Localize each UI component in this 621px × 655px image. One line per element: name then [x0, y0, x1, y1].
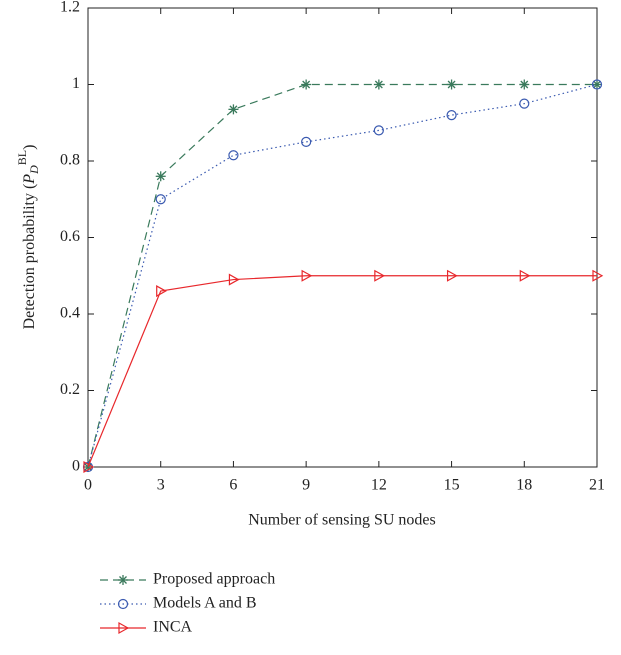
- x-tick-label: 6: [229, 477, 237, 494]
- marker: [301, 136, 312, 147]
- marker: [519, 98, 530, 109]
- y-label-close: ): [21, 145, 38, 150]
- x-tick-label: 0: [84, 477, 92, 494]
- marker-stroke: [447, 80, 456, 89]
- y-axis-label: Detection probability (PDBL): [15, 145, 41, 330]
- marker: [155, 194, 166, 205]
- plot-frame: [87, 7, 598, 468]
- x-tick-label: 21: [589, 477, 605, 494]
- y-tick-label: 0.8: [60, 152, 80, 169]
- x-tick-label: 12: [371, 477, 387, 494]
- marker: [155, 171, 166, 182]
- marker: [83, 460, 95, 474]
- marker: [228, 150, 239, 161]
- x-tick-label: 9: [302, 477, 310, 494]
- marker-stroke: [374, 80, 383, 89]
- marker: [228, 273, 240, 286]
- marker: [301, 79, 312, 90]
- legend-label: Models A and B: [153, 595, 257, 612]
- legend-marker: [118, 621, 130, 635]
- marker: [592, 269, 604, 282]
- series-line: [87, 83, 598, 468]
- marker-stroke: [119, 576, 127, 584]
- marker: [301, 269, 313, 282]
- legend-label: Proposed approach: [153, 571, 275, 588]
- y-tick-label: 1.2: [60, 0, 80, 16]
- marker: [446, 269, 458, 282]
- y-tick-label: 0: [72, 458, 80, 475]
- x-tick-label: 3: [157, 477, 165, 494]
- marker-stroke: [302, 80, 311, 89]
- y-label-text: Detection probability (: [21, 184, 38, 330]
- x-tick-label: 15: [444, 477, 460, 494]
- y-tick-label: 0.2: [60, 381, 80, 398]
- marker-stroke: [593, 80, 601, 89]
- marker: [228, 104, 239, 115]
- legend-label: INCA: [153, 619, 193, 636]
- x-axis-label: Number of sensing SU nodes: [248, 512, 436, 529]
- x-tick-label: 18: [516, 477, 532, 494]
- marker-stroke: [156, 172, 165, 181]
- legend-marker: [118, 575, 128, 585]
- marker: [374, 269, 386, 282]
- marker-stroke: [520, 80, 529, 89]
- y-label-sub: D: [27, 165, 41, 175]
- y-tick-label: 1: [72, 75, 80, 92]
- series-line: [87, 83, 597, 468]
- y-label-sup: BL: [15, 150, 29, 165]
- marker: [156, 285, 167, 298]
- y-tick-label: 0.4: [60, 305, 80, 322]
- y-tick-label: 0.6: [60, 228, 80, 245]
- marker: [519, 79, 530, 90]
- y-label-symbol: P: [21, 174, 38, 185]
- marker: [519, 269, 531, 282]
- marker: [373, 79, 384, 90]
- marker: [592, 79, 602, 90]
- legend-marker: [117, 598, 129, 610]
- series-line: [87, 275, 597, 468]
- marker: [446, 109, 457, 121]
- marker-stroke: [229, 105, 238, 114]
- marker: [446, 79, 457, 90]
- marker: [591, 79, 603, 90]
- marker: [373, 125, 384, 136]
